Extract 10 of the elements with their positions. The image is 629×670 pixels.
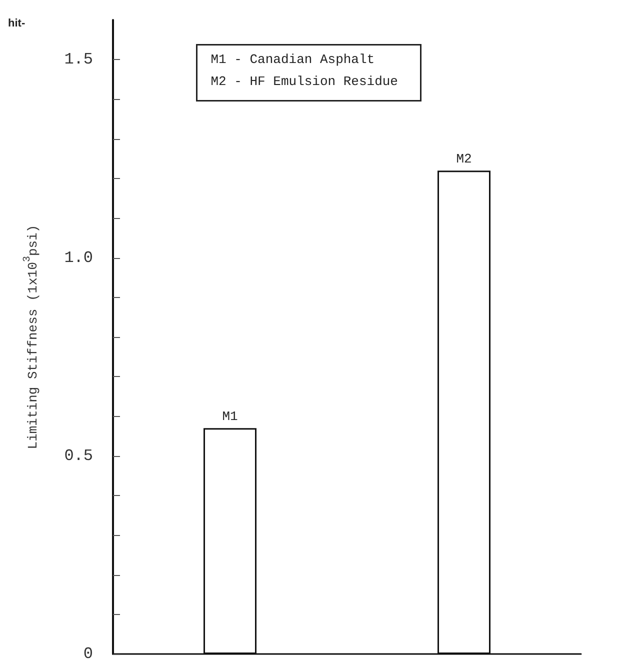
annotation: M2 - HF Emulsion Residue	[210, 74, 398, 89]
y-axis-title: Limiting Stiffness (1x103psi)	[22, 224, 40, 450]
y-tick-label: 0.5	[64, 446, 93, 465]
x-tick-label: M2	[456, 152, 472, 167]
annotation: M1 - Canadian Asphalt	[210, 52, 375, 67]
y-tick-label: 1.5	[64, 50, 93, 69]
x-tick-label: M1	[222, 409, 238, 424]
text: hit-	[8, 18, 26, 30]
y-tick-label: 0	[83, 645, 93, 663]
y-tick-label: 1.0	[64, 248, 93, 267]
